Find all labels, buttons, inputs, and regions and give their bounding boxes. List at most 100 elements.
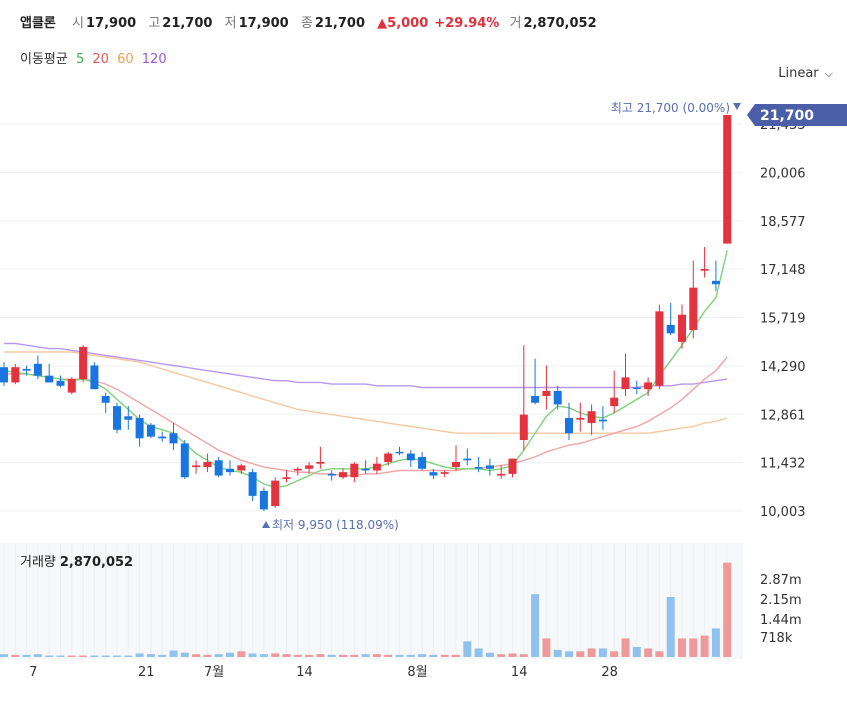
volume-bar — [282, 654, 291, 657]
candle-body — [33, 363, 42, 376]
price-tick-label: 17,148 — [760, 263, 806, 278]
volume-bar — [485, 652, 494, 657]
volume-bar — [192, 654, 201, 657]
volume-bar — [576, 651, 585, 657]
volume-bar — [497, 654, 506, 657]
annotations: 최고 21,700 (0.00%) 최저 9,950 (118.09%) — [262, 101, 741, 532]
volume-panel-title: 거래량 2,870,052 — [20, 551, 133, 570]
chevron-down-icon: ⌵ — [824, 67, 833, 80]
volume-bar — [508, 653, 517, 657]
candle-body — [350, 463, 359, 478]
volume-panel-value: 2,870,052 — [59, 555, 134, 570]
volume-bar — [678, 638, 686, 657]
volume-bar — [384, 654, 393, 657]
candle-body — [214, 460, 223, 476]
volume-tick-label: 1.44m — [760, 613, 802, 628]
candle-body — [565, 417, 573, 434]
candle-body — [282, 477, 291, 479]
volume-bar — [644, 648, 653, 657]
volume-bar — [79, 655, 88, 657]
volume-bar — [372, 654, 381, 657]
candle-body — [327, 473, 336, 476]
ma-legend-120[interactable]: 120 — [141, 52, 167, 67]
candle-body — [655, 311, 664, 386]
price-tick-label: 20,006 — [760, 166, 806, 181]
candle-body — [689, 287, 698, 330]
candle-body — [146, 424, 155, 437]
volume-bars — [0, 562, 732, 657]
candle-body — [316, 462, 325, 464]
ma120-line — [4, 342, 728, 389]
volume-bar — [180, 652, 189, 657]
volume-bar — [169, 650, 178, 657]
volume-bar — [0, 654, 8, 657]
change-percent: +29.94% — [434, 16, 500, 31]
ma60-line — [4, 351, 728, 434]
volume-bar — [203, 654, 212, 657]
candle-body — [237, 465, 246, 471]
volume-bar — [56, 655, 65, 657]
candle-body — [395, 451, 404, 454]
candle-body — [158, 436, 167, 439]
volume-bar — [271, 653, 280, 657]
volume-bar — [226, 652, 234, 657]
volume-bar — [22, 654, 31, 657]
volume-bar — [440, 654, 449, 657]
candle-body — [0, 367, 8, 383]
volume-bar — [406, 654, 415, 657]
volume-bar — [565, 651, 573, 657]
scale-select[interactable]: Linear ⌵ — [778, 66, 833, 81]
stock-header: 앱클론 시 17,900 고 21,700 저 17,900 종 21,700 ▲5,0… — [20, 12, 605, 31]
date-tick-label: 14 — [296, 665, 313, 680]
volume-axis: 2.87m 2.15m 1.44m 718k — [760, 573, 802, 646]
candle-body — [56, 380, 65, 386]
volume-bar — [700, 635, 709, 657]
high-annotation: 최고 21,700 (0.00%) — [611, 101, 730, 115]
ma-legend-title: 이동평균 — [20, 52, 68, 67]
ma-legend-60[interactable]: 60 — [117, 52, 134, 67]
volume-bar — [621, 638, 630, 657]
candle-body — [621, 377, 630, 390]
candle-body — [666, 324, 675, 334]
current-price-label: 21,700 — [760, 108, 814, 124]
candle-body — [429, 472, 438, 476]
volume-value: 2,870,052 — [523, 16, 597, 31]
volume-bar — [610, 651, 619, 657]
date-tick-label: 14 — [511, 665, 528, 680]
ma5-line — [3, 250, 728, 489]
candle-body — [271, 480, 280, 507]
candle-body — [361, 468, 370, 471]
candle-body — [113, 406, 121, 430]
date-tick-label: 21 — [138, 665, 155, 680]
volume-bar — [305, 654, 314, 657]
candle-body — [678, 314, 686, 342]
high-marker-icon — [733, 103, 741, 110]
ma-legend-20[interactable]: 20 — [92, 52, 109, 67]
volume-bar — [350, 654, 359, 657]
candle-body — [384, 453, 393, 463]
ma-legend-5[interactable]: 5 — [75, 52, 85, 67]
volume-bar — [90, 655, 99, 657]
volume-bar — [395, 654, 404, 657]
candle-body — [45, 375, 54, 383]
open-label: 시 — [72, 16, 84, 31]
volume-bar — [45, 655, 54, 657]
volume-bar — [113, 655, 121, 657]
candle-body — [22, 368, 31, 371]
price-tick-label: 15,719 — [760, 312, 806, 327]
volume-bar — [135, 653, 144, 657]
volume-bar — [293, 654, 302, 657]
volume-bar — [418, 654, 427, 657]
volume-bar — [146, 654, 155, 657]
low-annotation: 최저 9,950 (118.09%) — [272, 518, 399, 532]
volume-bar — [474, 648, 483, 657]
candle-body — [610, 397, 619, 407]
candle-body — [644, 382, 653, 390]
current-price-tag — [747, 104, 847, 126]
candle-body — [474, 467, 483, 469]
candle-body — [531, 395, 540, 403]
volume-tick-label: 2.15m — [760, 593, 802, 608]
volume-bar — [553, 649, 562, 657]
volume-bar — [327, 654, 336, 657]
